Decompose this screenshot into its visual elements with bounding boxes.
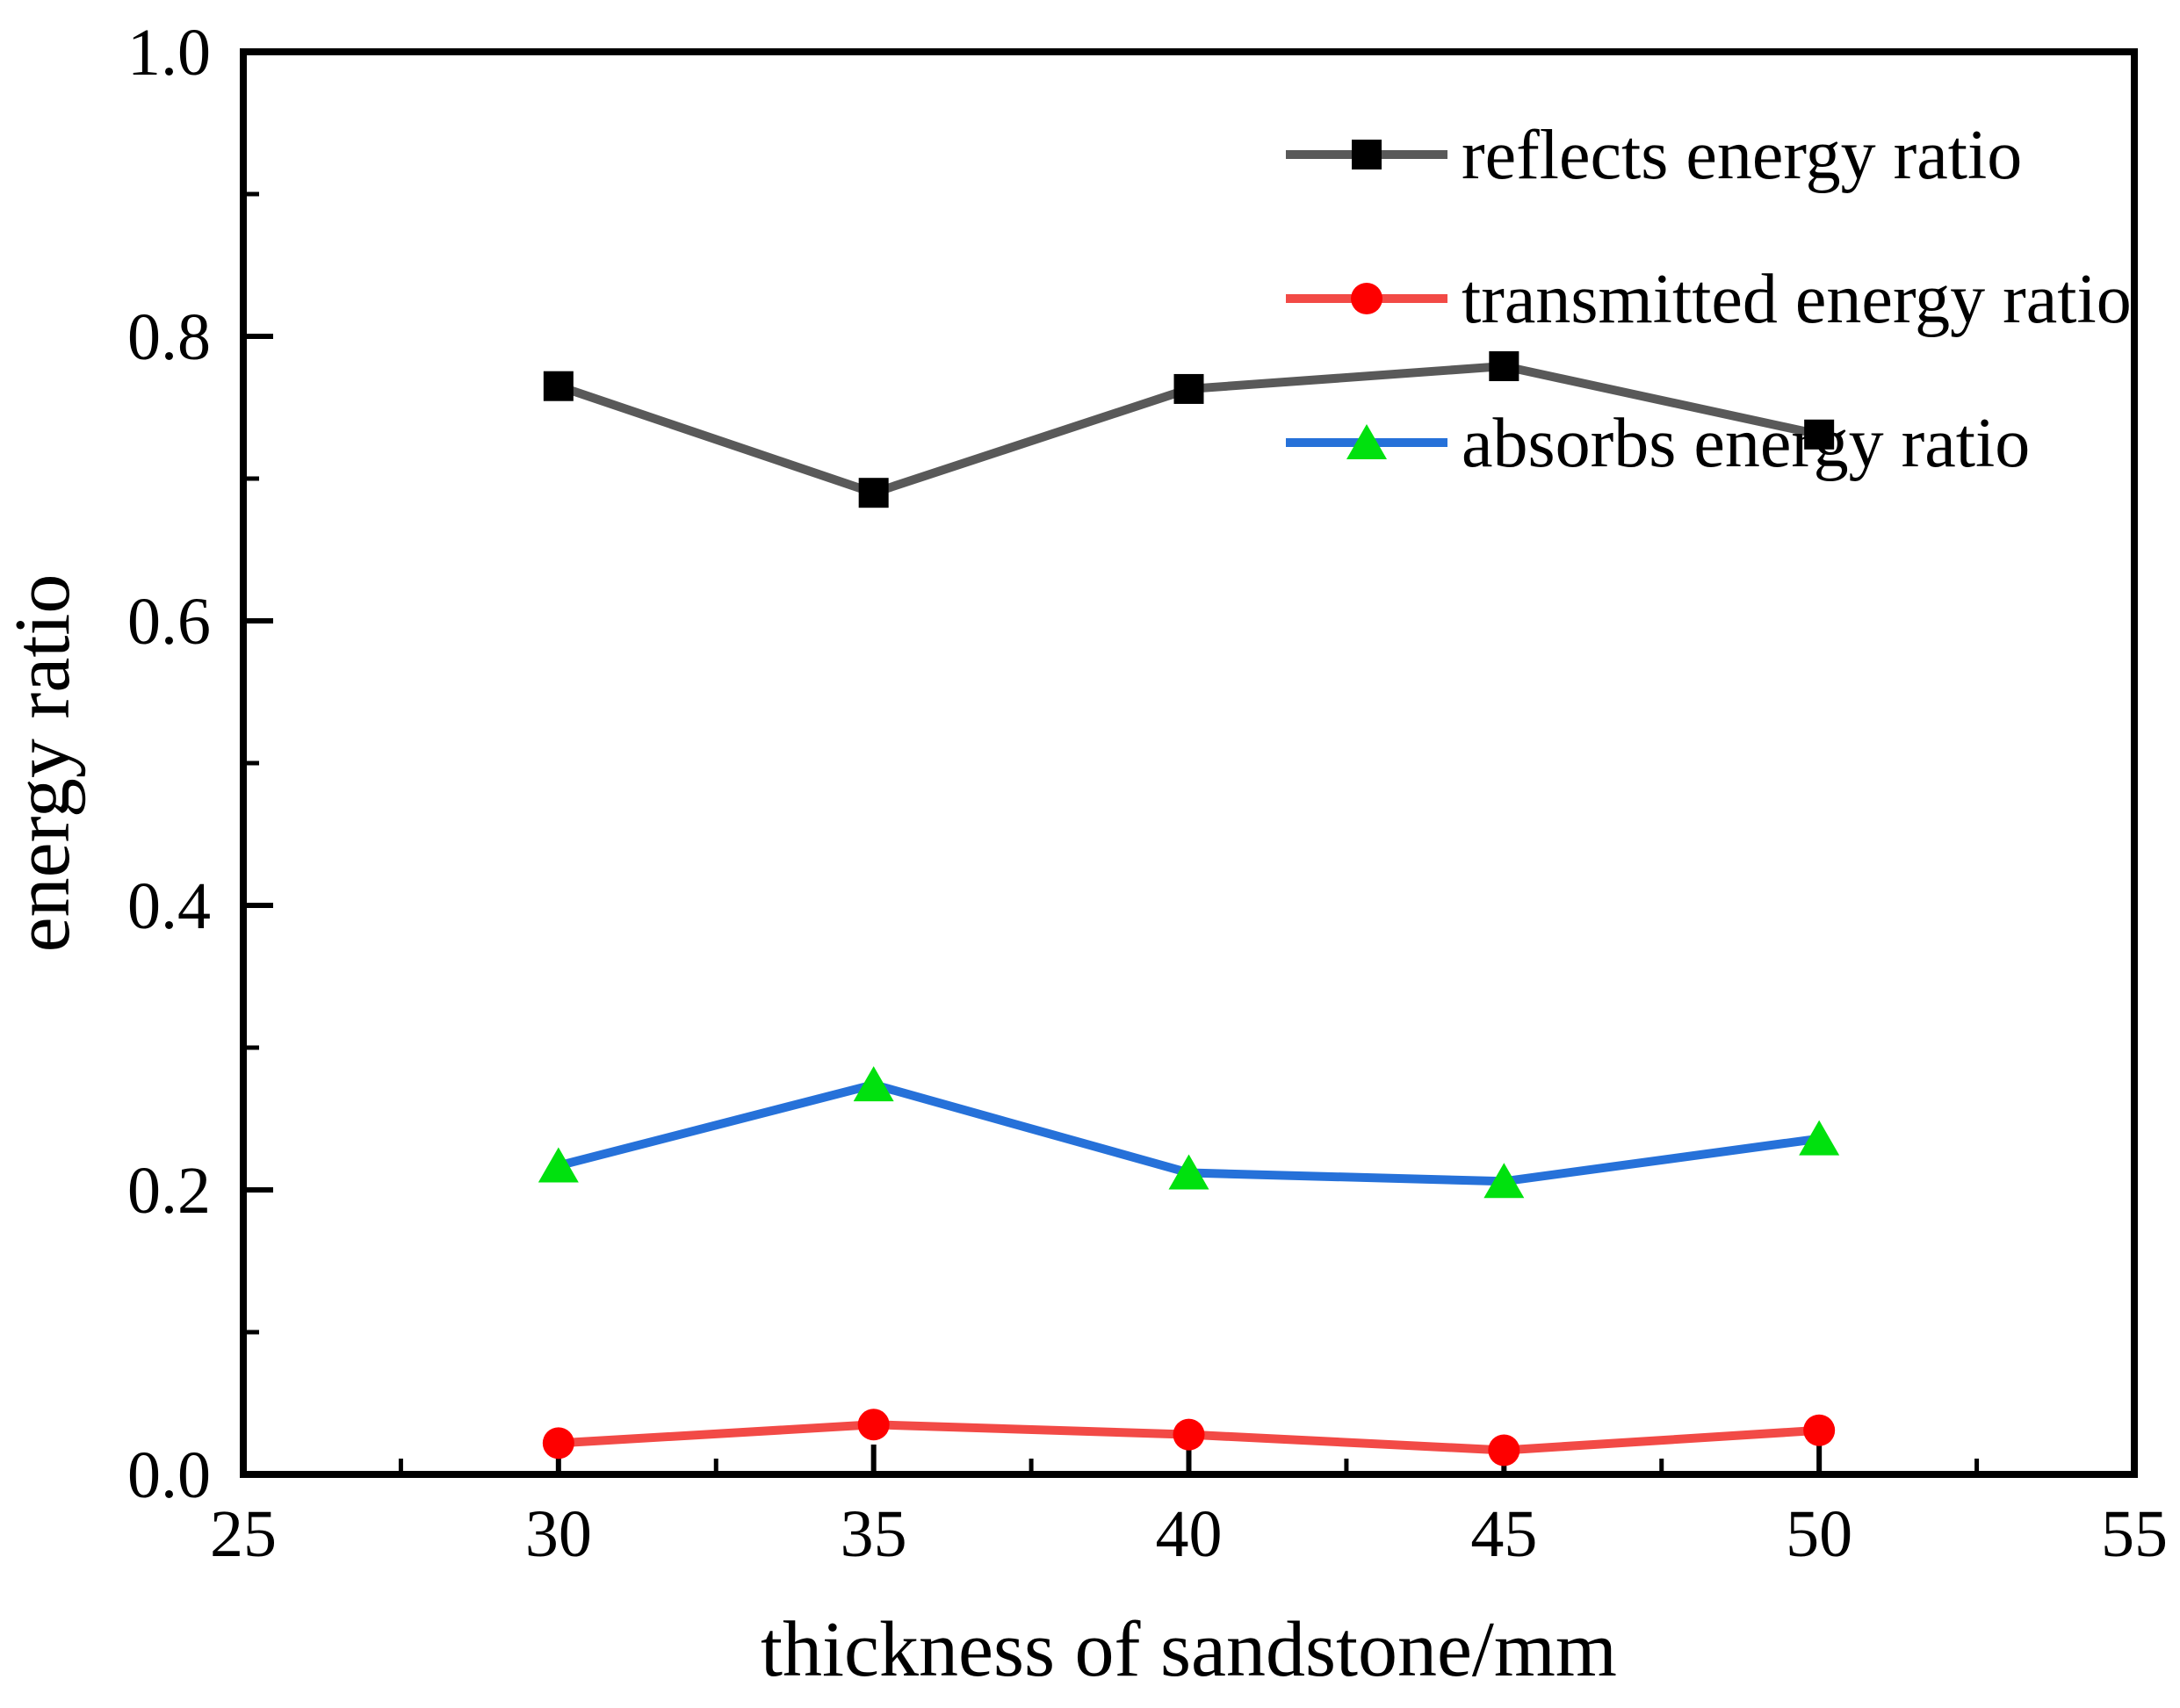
series-0-marker-0	[543, 371, 574, 401]
y-tick-label: 0.8	[127, 300, 211, 374]
legend-label-1: transmitted energy ratio	[1462, 261, 2132, 338]
series-0-marker-3	[1489, 351, 1520, 382]
x-tick-label: 40	[1156, 1497, 1223, 1571]
series-0-marker-1	[858, 478, 889, 508]
legend-marker-0	[1352, 140, 1382, 169]
x-tick-label: 30	[525, 1497, 592, 1571]
series-2-marker-2	[1168, 1154, 1209, 1190]
y-axis-title: energy ratio	[0, 574, 86, 953]
legend-marker-1	[1351, 283, 1382, 314]
series-0-marker-4	[1804, 419, 1835, 450]
x-tick-label: 50	[1786, 1497, 1852, 1571]
series-1-marker-2	[1173, 1418, 1205, 1451]
series-1-marker-4	[1803, 1414, 1836, 1446]
legend-label-2: absorbs energy ratio	[1462, 405, 2030, 482]
series-2-marker-1	[853, 1066, 894, 1102]
x-tick-label: 25	[210, 1497, 277, 1571]
series-1-marker-0	[542, 1427, 574, 1459]
y-tick-label: 0.6	[127, 585, 211, 659]
x-tick-label: 55	[2101, 1497, 2168, 1571]
x-axis-title: thickness of sandstone/mm	[761, 1606, 1617, 1693]
y-tick-label: 1.0	[127, 16, 211, 90]
series-1-marker-1	[857, 1409, 890, 1441]
x-tick-label: 45	[1470, 1497, 1537, 1571]
series-2-marker-4	[1799, 1120, 1840, 1156]
legend-marker-2	[1346, 424, 1387, 459]
x-tick-label: 35	[841, 1497, 907, 1571]
y-tick-label: 0.4	[127, 869, 211, 943]
y-tick-label: 0.2	[127, 1154, 211, 1228]
series-0-marker-2	[1173, 373, 1204, 404]
series-1-marker-3	[1488, 1434, 1520, 1467]
legend-label-0: reflects energy ratio	[1462, 117, 2022, 194]
series-2-marker-0	[538, 1147, 579, 1183]
y-tick-label: 0.0	[127, 1438, 211, 1512]
series-2-marker-3	[1483, 1163, 1525, 1199]
